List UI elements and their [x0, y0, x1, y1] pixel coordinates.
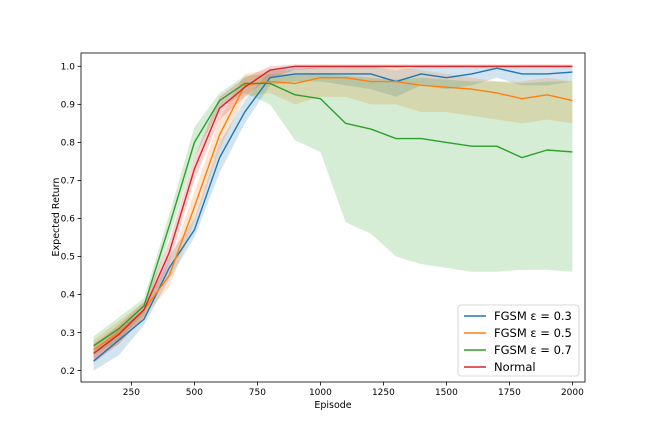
- y-tick-label: 0.2: [61, 367, 75, 377]
- band-fgsm-eps-0-5: [93, 66, 573, 360]
- y-tick-label: 0.9: [61, 101, 76, 111]
- x-tick-label: 750: [249, 388, 266, 398]
- legend-label-normal: Normal: [494, 360, 536, 374]
- x-tick-label: 1250: [372, 388, 395, 398]
- y-tick-label: 0.7: [61, 177, 75, 187]
- line-fgsm-eps-0-3: [93, 67, 573, 362]
- y-tick-label: 0.6: [61, 215, 76, 225]
- line-fgsm-eps-0-5: [93, 77, 573, 351]
- legend-label-fgsm-eps-0-7: FGSM ε = 0.7: [494, 343, 572, 357]
- legend: FGSM ε = 0.3 FGSM ε = 0.5 FGSM ε = 0.7 Norm…: [457, 304, 580, 377]
- line-normal: [93, 65, 573, 355]
- x-tick-label: 500: [186, 388, 203, 398]
- x-axis-label: Episode: [314, 400, 351, 411]
- x-tick-label: 1000: [309, 388, 332, 398]
- x-tick-label: 1500: [435, 388, 458, 398]
- y-tick-label: 0.3: [61, 329, 75, 339]
- x-tick-label: 2000: [561, 388, 584, 398]
- x-axis-ticks: 250 500 750 1000 1250 1500 1750 2000: [123, 382, 584, 398]
- y-tick-label: 0.8: [61, 139, 76, 149]
- legend-label-fgsm-eps-0-5: FGSM ε = 0.5: [494, 326, 572, 340]
- y-tick-label: 1.0: [61, 63, 76, 73]
- confidence-bands: [93, 64, 573, 371]
- y-tick-label: 0.5: [61, 253, 75, 263]
- series-lines: [93, 65, 573, 362]
- legend-label-fgsm-eps-0-3: FGSM ε = 0.3: [494, 309, 572, 323]
- x-tick-label: 250: [123, 388, 140, 398]
- y-axis-ticks: 0.2 0.3 0.4 0.5 0.6 0.7 0.8 0.9 1.0: [61, 63, 81, 377]
- line-fgsm-eps-0-7: [93, 82, 573, 347]
- band-fgsm-eps-0-7: [93, 73, 573, 356]
- y-tick-label: 0.4: [61, 291, 76, 301]
- legend-box: [457, 304, 580, 377]
- y-axis-label: Expected Return: [51, 178, 62, 257]
- x-tick-label: 1750: [498, 388, 521, 398]
- plot-frame: [80, 52, 586, 383]
